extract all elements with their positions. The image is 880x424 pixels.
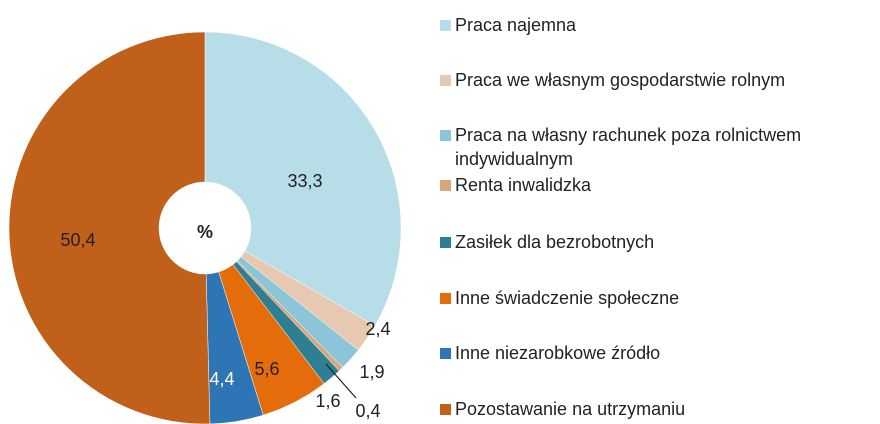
data-label: 33,3 (287, 171, 322, 191)
legend-label: Zasiłek dla bezrobotnych (455, 232, 655, 252)
data-label: 1,6 (315, 391, 340, 411)
legend-swatch (440, 237, 451, 248)
legend-item: Zasiłek dla bezrobotnych (440, 230, 880, 254)
legend-swatch (440, 20, 451, 31)
legend-item: Praca najemna (440, 13, 880, 37)
legend-swatch (440, 348, 451, 359)
legend-item: Praca na własny rachunek poza rolnictwem… (440, 123, 880, 171)
slice (204, 31, 402, 326)
data-label: 5,6 (254, 359, 279, 379)
legend-label: Renta inwalidzka (455, 175, 592, 195)
legend-label: Inne świadczenie społeczne (455, 288, 680, 308)
legend: Praca najemna Praca we własnym gospodarst… (440, 0, 880, 424)
legend-item: Inne świadczenie społeczne (440, 286, 880, 310)
legend-label: Inne niezarobkowe źródło (455, 343, 661, 363)
center-label: % (197, 222, 213, 242)
data-label: 50,4 (60, 230, 95, 250)
legend-swatch (440, 75, 451, 86)
donut-chart: % 33,3 2,4 1,9 0,4 1,6 5,6 4,4 50,4 (8, 31, 402, 424)
legend-swatch (440, 180, 451, 191)
legend-item: Pozostawanie na utrzymaniu (440, 397, 880, 421)
data-label: 4,4 (209, 369, 234, 389)
data-label: 2,4 (365, 319, 390, 339)
data-label: 0,4 (355, 401, 380, 421)
legend-swatch (440, 130, 451, 141)
leader-line (325, 363, 357, 399)
legend-swatch (440, 293, 451, 304)
legend-item: Renta inwalidzka (440, 173, 880, 197)
slice (8, 31, 211, 424)
legend-item: Praca we własnym gospodarstwie rolnym (440, 68, 880, 92)
legend-item: Inne niezarobkowe źródło (440, 341, 880, 365)
legend-label: Praca na własny rachunek poza rolnictwem… (455, 125, 802, 169)
legend-swatch (440, 404, 451, 415)
legend-label: Praca najemna (455, 15, 577, 35)
data-label: 1,9 (359, 362, 384, 382)
legend-label: Praca we własnym gospodarstwie rolnym (455, 70, 786, 90)
legend-label: Pozostawanie na utrzymaniu (455, 399, 686, 419)
